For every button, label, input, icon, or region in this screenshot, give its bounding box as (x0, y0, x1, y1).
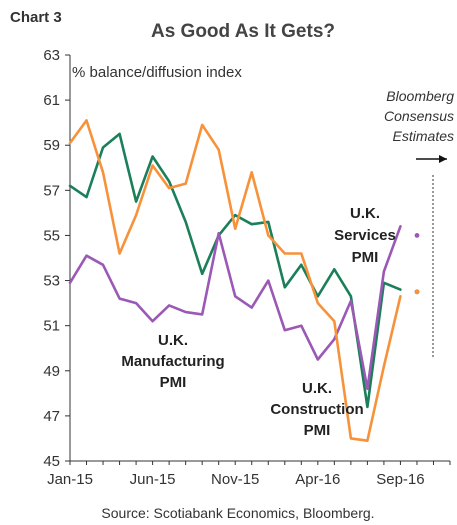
x-tick-label: Nov-15 (211, 471, 259, 488)
estimates-arrow (416, 155, 447, 163)
x-tick-label: Sep-16 (376, 471, 424, 488)
construction-label-line-1: U.K. (302, 380, 332, 397)
estimates-note-line-2: Consensus (384, 108, 454, 124)
x-tick-label: Jun-15 (130, 471, 176, 488)
services-label-line-3: PMI (352, 249, 379, 266)
construction-label-line-2: Construction (270, 401, 363, 418)
y-tick-label: 59 (43, 137, 60, 154)
manufacturing-label-line-3: PMI (160, 374, 187, 391)
construction-annotation: U.K. Construction PMI (270, 380, 363, 439)
chart-title: As Good As It Gets? (151, 21, 335, 42)
y-axis-label: % balance/diffusion index (72, 64, 242, 81)
y-tick-label: 63 (43, 47, 60, 64)
estimates-note-line-1: Bloomberg (386, 88, 454, 104)
manufacturing-label-line-1: U.K. (158, 332, 188, 349)
y-tick-label: 57 (43, 182, 60, 199)
y-tick-label: 53 (43, 273, 60, 290)
estimates-note-line-3: Estimates (393, 128, 454, 144)
y-tick-label: 49 (43, 363, 60, 380)
u-k-manufacturing-pmi-line (68, 225, 402, 391)
services-label-line-1: U.K. (350, 205, 380, 222)
y-tick-label: 45 (43, 453, 60, 470)
x-tick-label: Apr-16 (295, 471, 340, 488)
services-annotation: U.K. Services PMI (334, 205, 396, 266)
y-tick-label: 47 (43, 408, 60, 425)
y-axis: 45 47 49 51 53 55 57 59 61 63 (43, 47, 71, 470)
u-k-manufacturing-pmi-estimate-dot (414, 233, 420, 238)
u-k-construction-pmi-line (68, 119, 402, 443)
y-tick-label: 61 (43, 92, 60, 109)
u-k-services-pmi-line (68, 132, 402, 409)
y-tick-label: 51 (43, 318, 60, 335)
x-axis: Jan-15 Jun-15 Nov-15 Apr-16 Sep-16 (47, 460, 451, 488)
chart-number: Chart 3 (10, 9, 62, 26)
source-note: Source: Scotiabank Economics, Bloomberg. (101, 505, 374, 521)
x-tick-label: Jan-15 (47, 471, 93, 488)
manufacturing-annotation: U.K. Manufacturing PMI (121, 332, 224, 391)
services-label-line-2: Services (334, 227, 396, 244)
manufacturing-label-line-2: Manufacturing (121, 353, 224, 370)
y-tick-label: 55 (43, 227, 60, 244)
u-k-construction-pmi-estimate-dot (414, 289, 420, 295)
series-lines (68, 119, 420, 443)
construction-label-line-3: PMI (304, 422, 331, 439)
